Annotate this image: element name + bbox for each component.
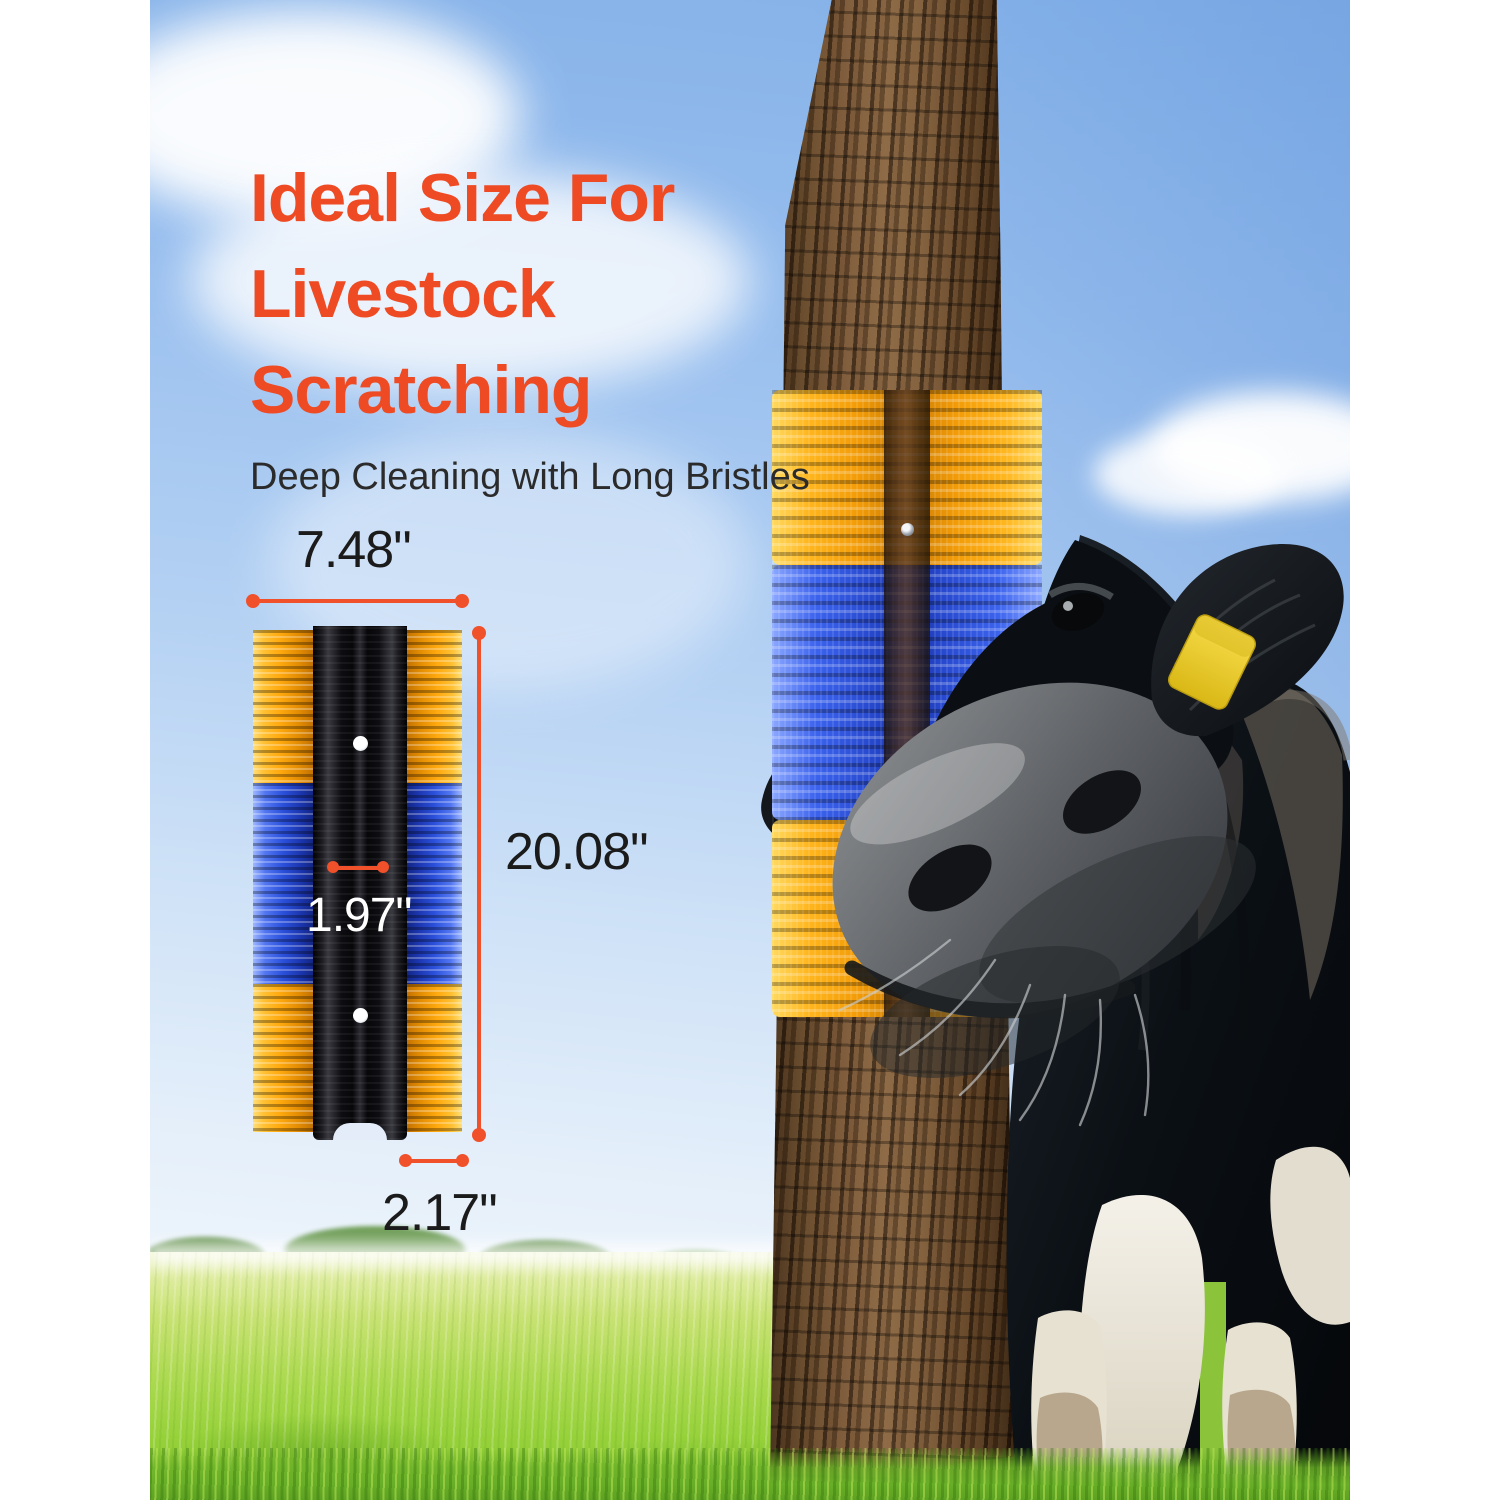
photo-scene: Ideal Size For Livestock Scratching Deep…	[150, 0, 1350, 1500]
cloud	[190, 170, 750, 390]
cow	[832, 535, 1350, 1500]
cloud	[1094, 432, 1284, 516]
subtitle: Deep Cleaning with Long Bristles	[250, 456, 810, 498]
cow-eyelid	[1048, 583, 1114, 601]
foreground-grass	[150, 1448, 1350, 1500]
cow-nostril-left	[908, 844, 992, 912]
cow-belly-white-patch	[1270, 1146, 1350, 1325]
cow-whiskers	[838, 938, 1150, 1127]
cow-chin-shadow	[870, 946, 1120, 1078]
cow-nostril-right	[1063, 770, 1141, 834]
title-line: Scratching	[250, 352, 592, 428]
page-title: Ideal Size For Livestock Scratching	[250, 150, 890, 438]
cow-eye-glint	[1063, 601, 1073, 611]
headline-block: Ideal Size For Livestock Scratching Deep…	[250, 150, 890, 500]
title-line: Livestock	[250, 256, 556, 332]
cow-right-ear-tag	[1167, 614, 1257, 710]
title-line: Ideal Size For	[250, 160, 675, 236]
cow-shoulder-sheen	[1236, 685, 1343, 1000]
screw	[901, 523, 914, 536]
cow-brisket-white-patch	[1079, 1194, 1205, 1500]
